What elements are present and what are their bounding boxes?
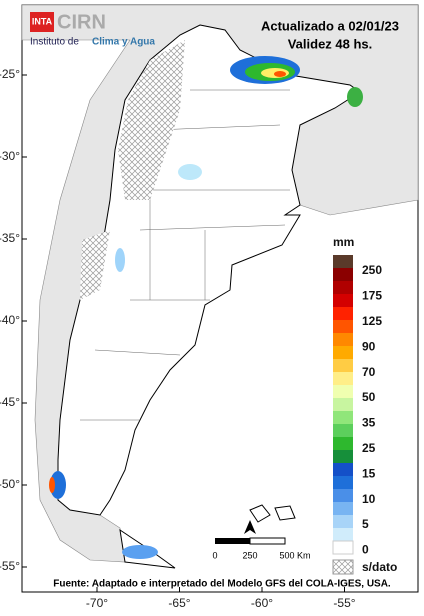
legend-band	[333, 333, 353, 346]
logo: INTA	[32, 16, 53, 26]
scale-label: 250	[242, 550, 257, 560]
legend-band	[333, 515, 353, 528]
legend-band	[333, 359, 353, 372]
legend-label: 50	[362, 390, 376, 404]
scale-bar	[215, 538, 250, 544]
lat-label: -50°	[0, 477, 20, 491]
legend-band	[333, 437, 353, 450]
legend-label: 15	[362, 466, 376, 480]
legend-band	[333, 528, 353, 541]
scale-bar	[249, 537, 286, 545]
legend-band	[333, 385, 353, 398]
precip-area	[178, 164, 202, 180]
precip-area	[347, 87, 363, 107]
scale-label: 0	[212, 550, 217, 560]
legend-band	[333, 307, 353, 320]
validity: Validez 48 hs.	[288, 36, 373, 51]
legend-band	[332, 540, 354, 555]
lon-label: -60°	[251, 596, 273, 610]
institute-prefix: Instituto de	[30, 37, 79, 48]
north-arrow	[244, 520, 256, 534]
legend-band	[333, 255, 353, 268]
legend-band	[333, 398, 353, 411]
legend-band	[333, 320, 353, 333]
legend-band	[333, 281, 353, 294]
legend-label: 90	[362, 339, 376, 353]
legend-band	[333, 463, 353, 476]
legend-band	[333, 476, 353, 489]
precip-area	[115, 248, 125, 272]
legend-label: 70	[362, 365, 376, 379]
no-data-area	[118, 40, 185, 200]
no-data-swatch	[332, 559, 354, 575]
brand: CIRN	[57, 11, 106, 33]
precip-area	[49, 477, 55, 493]
legend-bands	[332, 255, 354, 555]
precip-area	[122, 545, 158, 559]
updated: Actualizado a 02/01/23	[261, 18, 399, 33]
precip-area	[50, 471, 66, 499]
malvinas	[249, 504, 296, 523]
legend-label: 250	[362, 263, 382, 277]
legend-band	[333, 268, 353, 281]
lon-label: -70°	[86, 596, 108, 610]
lon-label: -65°	[168, 596, 190, 610]
legend-band	[333, 450, 353, 463]
legend-band	[333, 411, 353, 424]
lat-label: -30°	[0, 149, 20, 163]
precip-area	[274, 71, 286, 77]
footer: Fuente: Adaptado e interpretado del Mode…	[53, 579, 391, 590]
legend-band	[333, 372, 353, 385]
legend-band	[333, 489, 353, 502]
scale-label: 500 Km	[279, 550, 310, 560]
lat-label: -45°	[0, 395, 20, 409]
legend-label: 175	[362, 289, 382, 303]
legend-band	[333, 294, 353, 307]
legend-label: 25	[362, 441, 376, 455]
legend-band	[333, 502, 353, 515]
lat-label: -35°	[0, 231, 20, 245]
legend-label: 10	[362, 492, 376, 506]
lat-label: -25°	[0, 67, 20, 81]
legend-band	[333, 424, 353, 437]
lat-label: -55°	[0, 559, 20, 573]
legend-label: 35	[362, 416, 376, 430]
logo-box	[30, 12, 54, 32]
legend-no-data: s/dato	[362, 560, 397, 574]
institute-name: Clima y Agua	[92, 37, 155, 48]
legend-band	[333, 346, 353, 359]
lat-label: -40°	[0, 313, 20, 327]
lon-label: -55°	[333, 596, 355, 610]
legend-label: 5	[362, 517, 369, 531]
province-lines	[80, 89, 290, 421]
legend-label: 125	[362, 314, 382, 328]
legend-unit: mm	[333, 235, 354, 249]
no-data-area	[80, 230, 110, 300]
legend-label: 0	[362, 543, 369, 557]
